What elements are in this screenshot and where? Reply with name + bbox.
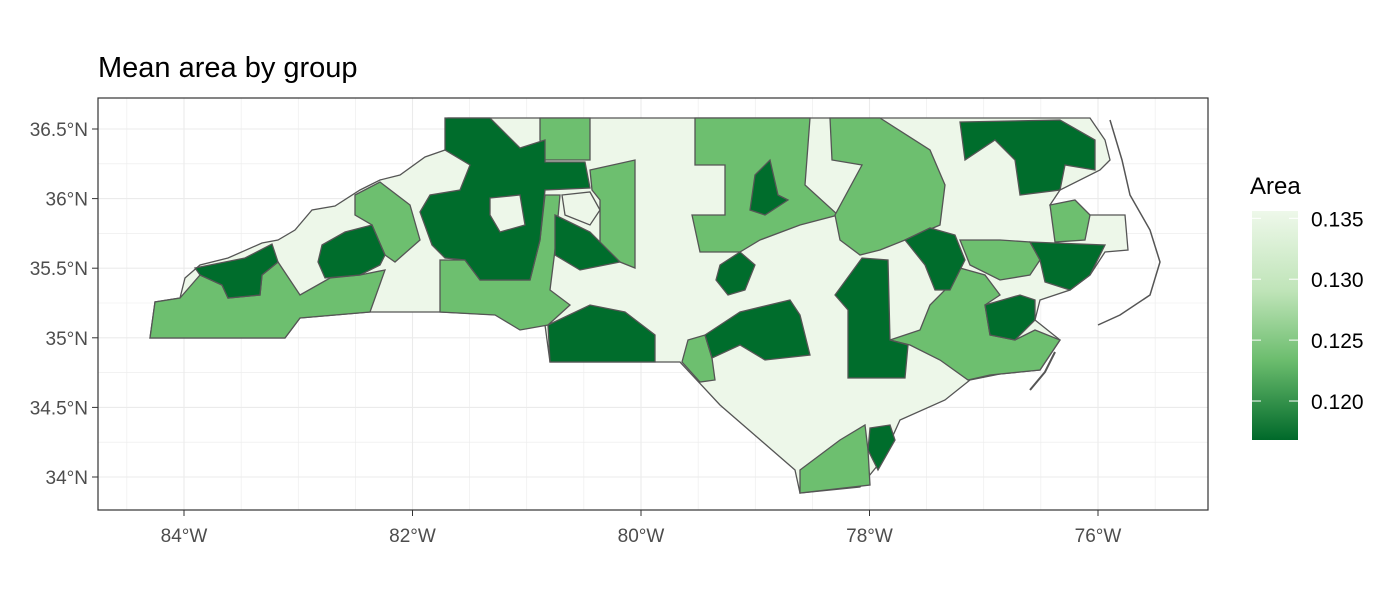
legend-tick-label: 0.135 bbox=[1311, 208, 1364, 231]
legend-tick-label: 0.120 bbox=[1311, 391, 1364, 414]
region-low bbox=[903, 227, 966, 291]
legend-colorbar bbox=[1252, 211, 1298, 440]
regions bbox=[149, 117, 1161, 494]
region-low bbox=[554, 213, 622, 271]
legend-title: Area bbox=[1250, 173, 1301, 200]
region-low bbox=[317, 224, 386, 279]
region-high bbox=[561, 191, 601, 226]
y-tick-label: 35°N bbox=[46, 329, 88, 350]
legend-tick-label: 0.130 bbox=[1311, 269, 1364, 292]
outer-banks bbox=[1097, 119, 1161, 326]
x-tick-label: 76°W bbox=[1075, 526, 1122, 547]
region-low bbox=[704, 299, 811, 361]
region-low bbox=[749, 158, 790, 216]
region-mid bbox=[829, 117, 946, 256]
x-tick-label: 78°W bbox=[846, 526, 893, 547]
legend-tick-label: 0.125 bbox=[1311, 330, 1364, 353]
y-tick-label: 35.5°N bbox=[30, 259, 88, 280]
region-mid bbox=[354, 181, 421, 263]
x-tick-label: 84°W bbox=[161, 526, 208, 547]
region-mid bbox=[959, 239, 1041, 281]
barrier-island bbox=[1029, 351, 1056, 391]
region-low bbox=[867, 424, 896, 472]
region-low bbox=[547, 304, 656, 363]
y-tick-label: 36°N bbox=[46, 190, 88, 211]
region-low bbox=[1028, 241, 1107, 291]
region-low bbox=[193, 243, 279, 299]
y-tick-label: 36.5°N bbox=[30, 120, 88, 141]
region-low bbox=[715, 251, 756, 296]
region-mid bbox=[539, 117, 591, 161]
y-tick-label: 34.5°N bbox=[30, 398, 88, 419]
panel-border bbox=[97, 97, 1209, 511]
region-mid bbox=[887, 267, 1061, 381]
region-low bbox=[959, 119, 1096, 196]
x-tick-label: 82°W bbox=[389, 526, 436, 547]
axes: 84°W 82°W 80°W 78°W 76°W 34°N 34.5°N 35°N 35.5°N… bbox=[30, 120, 1122, 547]
region-mid bbox=[1049, 199, 1091, 243]
region-low bbox=[984, 294, 1036, 341]
legend: Area 0.135 0.130 0.125 0.120 bbox=[1250, 173, 1364, 440]
y-tick-label: 34°N bbox=[46, 468, 88, 489]
region-high bbox=[489, 194, 526, 233]
chart-title: Mean area by group bbox=[98, 52, 358, 84]
region-low bbox=[834, 257, 909, 379]
x-tick-label: 80°W bbox=[618, 526, 665, 547]
